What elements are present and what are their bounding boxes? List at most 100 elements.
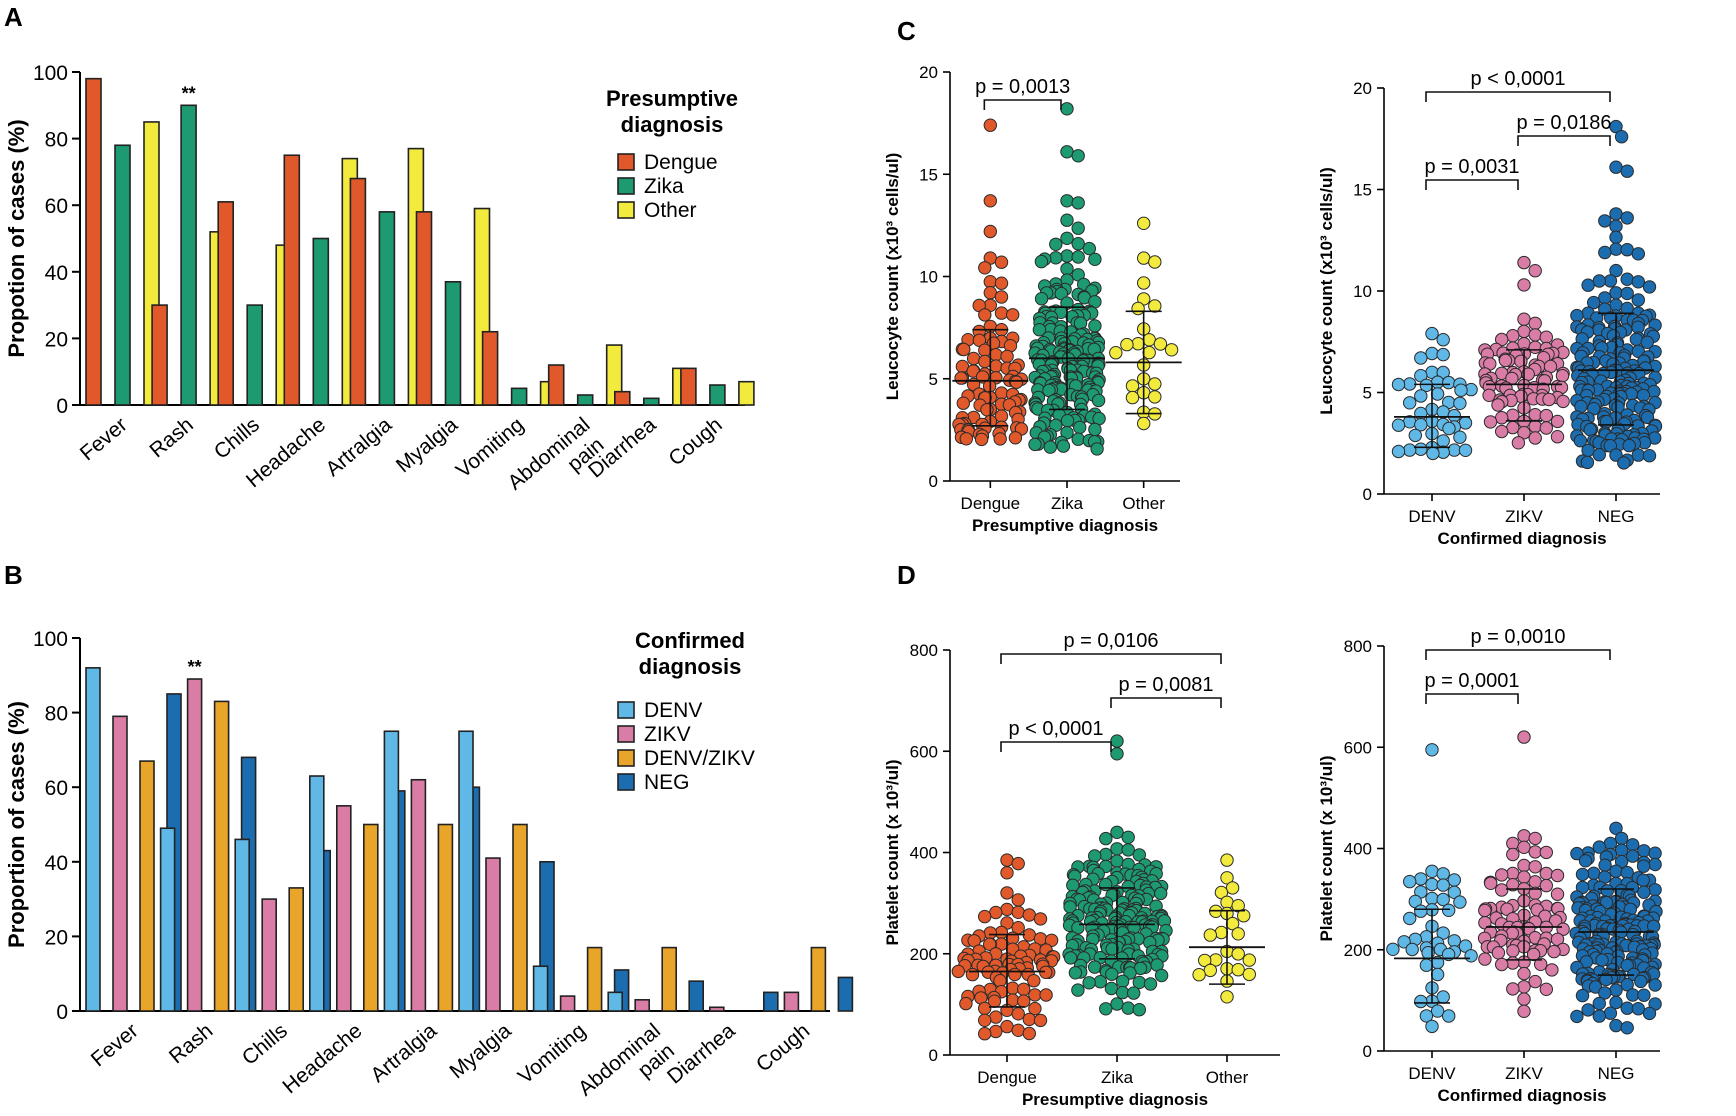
x-tick-label-dengue: Dengue (961, 494, 1021, 513)
point-denv (1387, 943, 1399, 955)
point-other (1149, 391, 1161, 403)
point-neg (1649, 884, 1661, 896)
y-tick-label: 0 (929, 472, 938, 491)
x-tick-label-denv: DENV (1408, 507, 1456, 526)
point-dengue (1001, 887, 1013, 899)
point-dengue (984, 927, 996, 939)
point-denv (1392, 378, 1404, 390)
point-zikv (1507, 957, 1519, 969)
point-zikv (1518, 256, 1530, 268)
point-zika (1122, 844, 1134, 856)
comparison-bracket (1518, 136, 1610, 146)
p-value-label: p = 0,0081 (1118, 674, 1213, 696)
point-neg (1576, 868, 1588, 880)
point-zikv (1496, 412, 1508, 424)
point-zikv (1543, 393, 1555, 405)
point-neg (1610, 243, 1622, 255)
legend-label-other: Other (644, 199, 697, 222)
point-zika (1089, 423, 1101, 435)
point-zika (1069, 967, 1081, 979)
point-neg (1599, 246, 1611, 258)
point-neg (1599, 292, 1611, 304)
point-denv (1426, 1020, 1438, 1032)
point-neg (1618, 457, 1630, 469)
point-neg (1643, 450, 1655, 462)
x-tick-label-myalgia: Myalgia (445, 1019, 515, 1083)
point-zika (1061, 214, 1073, 226)
point-neg (1596, 954, 1608, 966)
x-axis-label: Confirmed diagnosis (1437, 1086, 1606, 1105)
point-zikv (1546, 964, 1558, 976)
y-tick-label: 60 (45, 195, 68, 218)
point-dengue (975, 433, 987, 445)
point-dengue (1023, 1027, 1035, 1039)
point-zikv (1496, 425, 1508, 437)
bar-zikv-rash (188, 679, 202, 1011)
point-other (1138, 252, 1150, 264)
bar-zika-myalgia (446, 282, 461, 405)
y-tick-label: 40 (45, 262, 68, 285)
point-zika (1094, 976, 1106, 988)
point-dengue (1023, 909, 1035, 921)
point-zika (1106, 968, 1118, 980)
legend-swatch-other (618, 202, 634, 218)
point-denv (1437, 991, 1449, 1003)
y-tick-label: 40 (45, 852, 68, 875)
point-neg (1649, 847, 1661, 859)
point-zikv (1529, 265, 1541, 277)
point-denv (1426, 347, 1438, 359)
point-denv (1415, 905, 1427, 917)
point-dengue (1012, 894, 1024, 906)
y-tick-label: 60 (45, 777, 68, 800)
p-value-label: p = 0,0031 (1424, 156, 1519, 178)
point-zikv (1492, 947, 1504, 959)
figure: A B C D 020406080100Propotion of cases (… (0, 0, 1736, 1116)
point-zikv (1518, 967, 1530, 979)
point-zika (1133, 1004, 1145, 1016)
point-zikv (1518, 993, 1530, 1005)
legend-swatch-denv (618, 702, 634, 718)
point-dengue (979, 1028, 991, 1040)
point-dengue (1034, 913, 1046, 925)
point-neg (1610, 865, 1622, 877)
point-neg (1593, 1010, 1605, 1022)
p-value-label: p = 0,0106 (1063, 630, 1158, 652)
bar-zika-fever (115, 145, 130, 405)
point-neg (1571, 1010, 1583, 1022)
point-zika (1072, 251, 1084, 263)
point-zikv (1507, 848, 1519, 860)
point-other (1232, 948, 1244, 960)
bar-zikv-myalgia (486, 858, 500, 1011)
point-neg (1593, 449, 1605, 461)
point-zikv (1529, 317, 1541, 329)
p-value-label: p < 0,0001 (1470, 68, 1565, 90)
point-denv (1426, 865, 1438, 877)
legend-swatch-dengue (618, 154, 634, 170)
point-zikv (1540, 846, 1552, 858)
point-dengue (1001, 350, 1013, 362)
point-neg (1615, 844, 1627, 856)
point-dengue (1012, 857, 1024, 869)
point-dengue (979, 1002, 991, 1014)
point-neg (1584, 423, 1596, 435)
bar-neg-abdominal-pain (689, 981, 703, 1011)
bar-zikv-artralgia (411, 780, 425, 1011)
point-dengue (1028, 975, 1040, 987)
y-tick-label: 800 (1344, 637, 1372, 656)
point-dengue (995, 291, 1007, 303)
point-denv (1454, 431, 1466, 443)
point-denv (1415, 352, 1427, 364)
legend-label-denv: DENV (644, 699, 702, 722)
point-neg (1643, 1007, 1655, 1019)
point-zika (1105, 982, 1117, 994)
point-neg (1610, 287, 1622, 299)
point-neg (1579, 855, 1591, 867)
point-neg (1630, 333, 1642, 345)
bar-other-cough (739, 382, 754, 405)
bar-zikv-fever (113, 716, 127, 1011)
comparison-bracket (1426, 694, 1518, 704)
bar-zika-vomiting (512, 388, 527, 405)
significance-annotation: ** (188, 657, 202, 677)
point-zikv (1507, 837, 1519, 849)
y-axis-label: Proportion of cases (%) (4, 701, 29, 948)
